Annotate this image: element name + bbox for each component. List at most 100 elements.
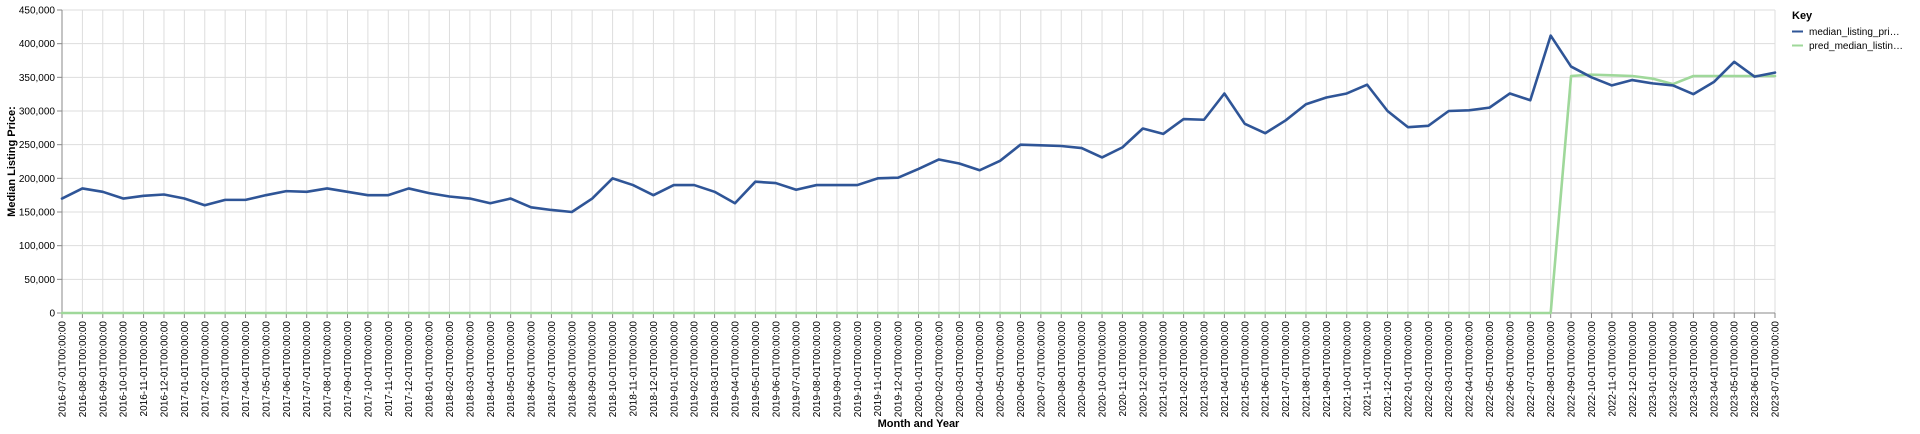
x-tick-label: 2023-06-01T00:00:00 [1750, 321, 1761, 418]
x-tick-label: 2022-09-01T00:00:00 [1567, 321, 1578, 418]
x-tick-label: 2021-11-01T00:00:00 [1363, 321, 1374, 417]
x-tick-label: 2016-09-01T00:00:00 [98, 321, 109, 418]
x-tick-label: 2022-05-01T00:00:00 [1485, 321, 1496, 418]
x-tick-label: 2023-04-01T00:00:00 [1709, 321, 1720, 418]
series-lines [60, 34, 1777, 315]
x-tick-label: 2020-05-01T00:00:00 [996, 321, 1007, 418]
x-tick-label: 2019-06-01T00:00:00 [771, 321, 782, 418]
x-tick-label: 2021-06-01T00:00:00 [1261, 321, 1272, 418]
x-tick-label: 2021-12-01T00:00:00 [1383, 321, 1394, 418]
y-axis: 0 50,000 100,000 150,000 200,000 250,000 300,0… [19, 6, 62, 320]
y-tick-label: 250,000 [19, 140, 56, 151]
x-tick-label: 2017-07-01T00:00:00 [302, 321, 313, 418]
x-tick-label: 2017-11-01T00:00:00 [384, 321, 395, 417]
x-axis-title: Month and Year [878, 418, 960, 430]
x-tick-label: 2018-12-01T00:00:00 [649, 321, 660, 418]
x-tick-label: 2022-02-01T00:00:00 [1424, 321, 1435, 418]
x-tick-label: 2021-08-01T00:00:00 [1301, 321, 1312, 418]
x-tick-label: 2019-05-01T00:00:00 [751, 321, 762, 418]
x-tick-label: 2017-08-01T00:00:00 [323, 321, 334, 418]
x-tick-label: 2019-12-01T00:00:00 [894, 321, 905, 418]
x-tick-label: 2022-03-01T00:00:00 [1444, 321, 1455, 418]
y-tick-label: 450,000 [19, 6, 56, 17]
x-tick-label: 2017-04-01T00:00:00 [241, 321, 252, 418]
x-axis: 2016-07-01T00:00:00 2016-08-01T00:00:00 20… [58, 313, 1782, 417]
x-tick-label: 2016-11-01T00:00:00 [139, 321, 150, 417]
x-tick-label: 2017-09-01T00:00:00 [343, 321, 354, 418]
x-tick-label: 2022-10-01T00:00:00 [1587, 321, 1598, 418]
x-tick-label: 2022-07-01T00:00:00 [1526, 321, 1537, 418]
x-tick-label: 2022-01-01T00:00:00 [1403, 321, 1414, 418]
x-tick-label: 2018-09-01T00:00:00 [588, 321, 599, 418]
x-tick-label: 2023-03-01T00:00:00 [1689, 321, 1700, 418]
x-tick-label: 2021-01-01T00:00:00 [1159, 321, 1170, 418]
x-tick-label: 2019-10-01T00:00:00 [853, 321, 864, 418]
x-tick-label: 2023-05-01T00:00:00 [1730, 321, 1741, 418]
x-tick-label: 2017-05-01T00:00:00 [261, 321, 272, 418]
x-tick-label: 2023-02-01T00:00:00 [1669, 321, 1680, 418]
y-tick-label: 0 [49, 309, 55, 320]
y-tick-label: 350,000 [19, 73, 56, 84]
y-tick-label: 300,000 [19, 107, 56, 118]
x-tick-label: 2018-11-01T00:00:00 [629, 321, 640, 417]
x-tick-label: 2022-06-01T00:00:00 [1505, 321, 1516, 418]
x-tick-label: 2019-08-01T00:00:00 [812, 321, 823, 418]
y-tick-label: 100,000 [19, 241, 56, 252]
x-tick-label: 2020-07-01T00:00:00 [1036, 321, 1047, 418]
legend-entry-label: median_listing_pri… [1809, 27, 1900, 38]
x-tick-label: 2020-01-01T00:00:00 [914, 321, 925, 418]
legend-entry-label: pred_median_listin… [1809, 41, 1903, 52]
x-tick-label: 2022-04-01T00:00:00 [1465, 321, 1476, 418]
x-tick-label: 2016-12-01T00:00:00 [159, 321, 170, 418]
y-tick-label: 50,000 [24, 275, 55, 286]
x-tick-label: 2018-07-01T00:00:00 [547, 321, 558, 418]
x-tick-label: 2020-10-01T00:00:00 [1098, 321, 1109, 418]
x-tick-label: 2017-02-01T00:00:00 [200, 321, 211, 418]
x-tick-label: 2022-12-01T00:00:00 [1628, 321, 1639, 418]
series-line-pred-median-listing-price [60, 73, 1777, 315]
y-tick-label: 200,000 [19, 174, 56, 185]
x-tick-label: 2018-10-01T00:00:00 [608, 321, 619, 418]
x-tick-label: 2018-01-01T00:00:00 [425, 321, 436, 418]
x-tick-label: 2019-01-01T00:00:00 [669, 321, 680, 418]
x-tick-label: 2021-09-01T00:00:00 [1322, 321, 1333, 418]
x-tick-label: 2021-10-01T00:00:00 [1342, 321, 1353, 418]
series-line-median-listing-price [60, 34, 1777, 214]
x-tick-label: 2022-11-01T00:00:00 [1607, 321, 1618, 417]
y-tick-label: 150,000 [19, 208, 56, 219]
x-tick-label: 2017-06-01T00:00:00 [282, 321, 293, 418]
x-tick-label: 2019-04-01T00:00:00 [730, 321, 741, 418]
x-tick-label: 2017-03-01T00:00:00 [221, 321, 232, 418]
x-tick-label: 2020-03-01T00:00:00 [955, 321, 966, 418]
x-tick-label: 2016-07-01T00:00:00 [58, 321, 69, 418]
x-tick-label: 2016-10-01T00:00:00 [119, 321, 130, 418]
gridlines [61, 9, 1776, 314]
x-tick-label: 2018-02-01T00:00:00 [445, 321, 456, 418]
x-tick-label: 2018-03-01T00:00:00 [465, 321, 476, 418]
x-tick-label: 2016-08-01T00:00:00 [78, 321, 89, 418]
x-tick-label: 2019-02-01T00:00:00 [690, 321, 701, 418]
x-tick-label: 2018-08-01T00:00:00 [567, 321, 578, 418]
x-tick-label: 2020-11-01T00:00:00 [1118, 321, 1129, 417]
x-tick-label: 2020-09-01T00:00:00 [1077, 321, 1088, 418]
x-tick-label: 2018-04-01T00:00:00 [486, 321, 497, 418]
x-tick-label: 2023-07-01T00:00:00 [1771, 321, 1782, 418]
x-tick-label: 2017-01-01T00:00:00 [180, 321, 191, 418]
x-tick-label: 2019-03-01T00:00:00 [710, 321, 721, 418]
x-tick-label: 2019-11-01T00:00:00 [873, 321, 884, 417]
legend-title: Key [1792, 10, 1813, 22]
x-tick-label: 2017-10-01T00:00:00 [363, 321, 374, 418]
y-tick-label: 400,000 [19, 39, 56, 50]
x-tick-label: 2018-06-01T00:00:00 [527, 321, 538, 418]
x-tick-label: 2020-12-01T00:00:00 [1138, 321, 1149, 418]
legend: Key median_listing_pri… pred_median_listi… [1792, 10, 1903, 52]
x-tick-label: 2020-04-01T00:00:00 [975, 321, 986, 418]
x-tick-label: 2021-02-01T00:00:00 [1179, 321, 1190, 418]
x-tick-label: 2020-02-01T00:00:00 [934, 321, 945, 418]
x-tick-label: 2022-08-01T00:00:00 [1546, 321, 1557, 418]
x-tick-label: 2019-09-01T00:00:00 [832, 321, 843, 418]
x-tick-label: 2017-12-01T00:00:00 [404, 321, 415, 418]
x-tick-label: 2021-04-01T00:00:00 [1220, 321, 1231, 418]
x-tick-label: 2021-03-01T00:00:00 [1200, 321, 1211, 418]
